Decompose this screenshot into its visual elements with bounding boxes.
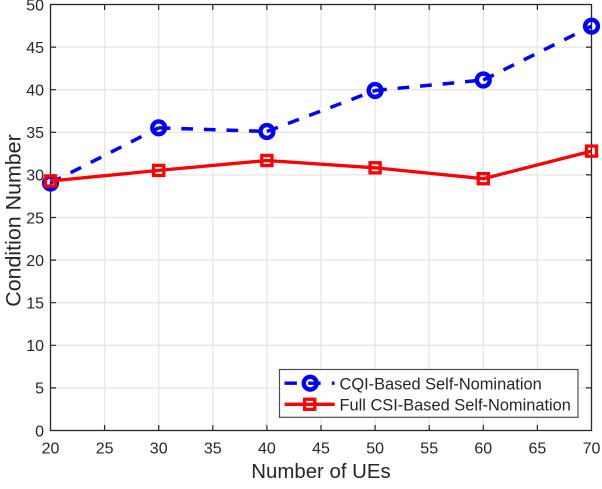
svg-text:35: 35 bbox=[26, 125, 44, 142]
svg-text:40: 40 bbox=[258, 441, 276, 458]
svg-text:45: 45 bbox=[312, 441, 330, 458]
svg-text:70: 70 bbox=[583, 441, 601, 458]
svg-text:25: 25 bbox=[26, 210, 44, 227]
svg-text:Condition Number: Condition Number bbox=[2, 134, 26, 306]
svg-text:30: 30 bbox=[150, 441, 168, 458]
svg-text:20: 20 bbox=[42, 441, 60, 458]
svg-text:60: 60 bbox=[474, 441, 492, 458]
svg-text:40: 40 bbox=[26, 83, 44, 100]
svg-text:0: 0 bbox=[35, 423, 44, 440]
svg-text:5: 5 bbox=[35, 381, 44, 398]
svg-text:65: 65 bbox=[529, 441, 547, 458]
svg-text:55: 55 bbox=[420, 441, 438, 458]
svg-text:CQI-Based Self-Nomination: CQI-Based Self-Nomination bbox=[340, 376, 542, 394]
svg-text:Number of UEs: Number of UEs bbox=[251, 461, 390, 483]
svg-text:Full CSI-Based Self-Nomination: Full CSI-Based Self-Nomination bbox=[340, 397, 571, 415]
svg-text:15: 15 bbox=[26, 296, 44, 313]
svg-text:35: 35 bbox=[204, 441, 222, 458]
svg-text:45: 45 bbox=[26, 40, 44, 57]
svg-text:30: 30 bbox=[26, 168, 44, 185]
svg-text:10: 10 bbox=[26, 338, 44, 355]
svg-text:50: 50 bbox=[26, 0, 44, 14]
svg-text:50: 50 bbox=[366, 441, 384, 458]
svg-text:25: 25 bbox=[96, 441, 114, 458]
svg-text:20: 20 bbox=[26, 253, 44, 270]
